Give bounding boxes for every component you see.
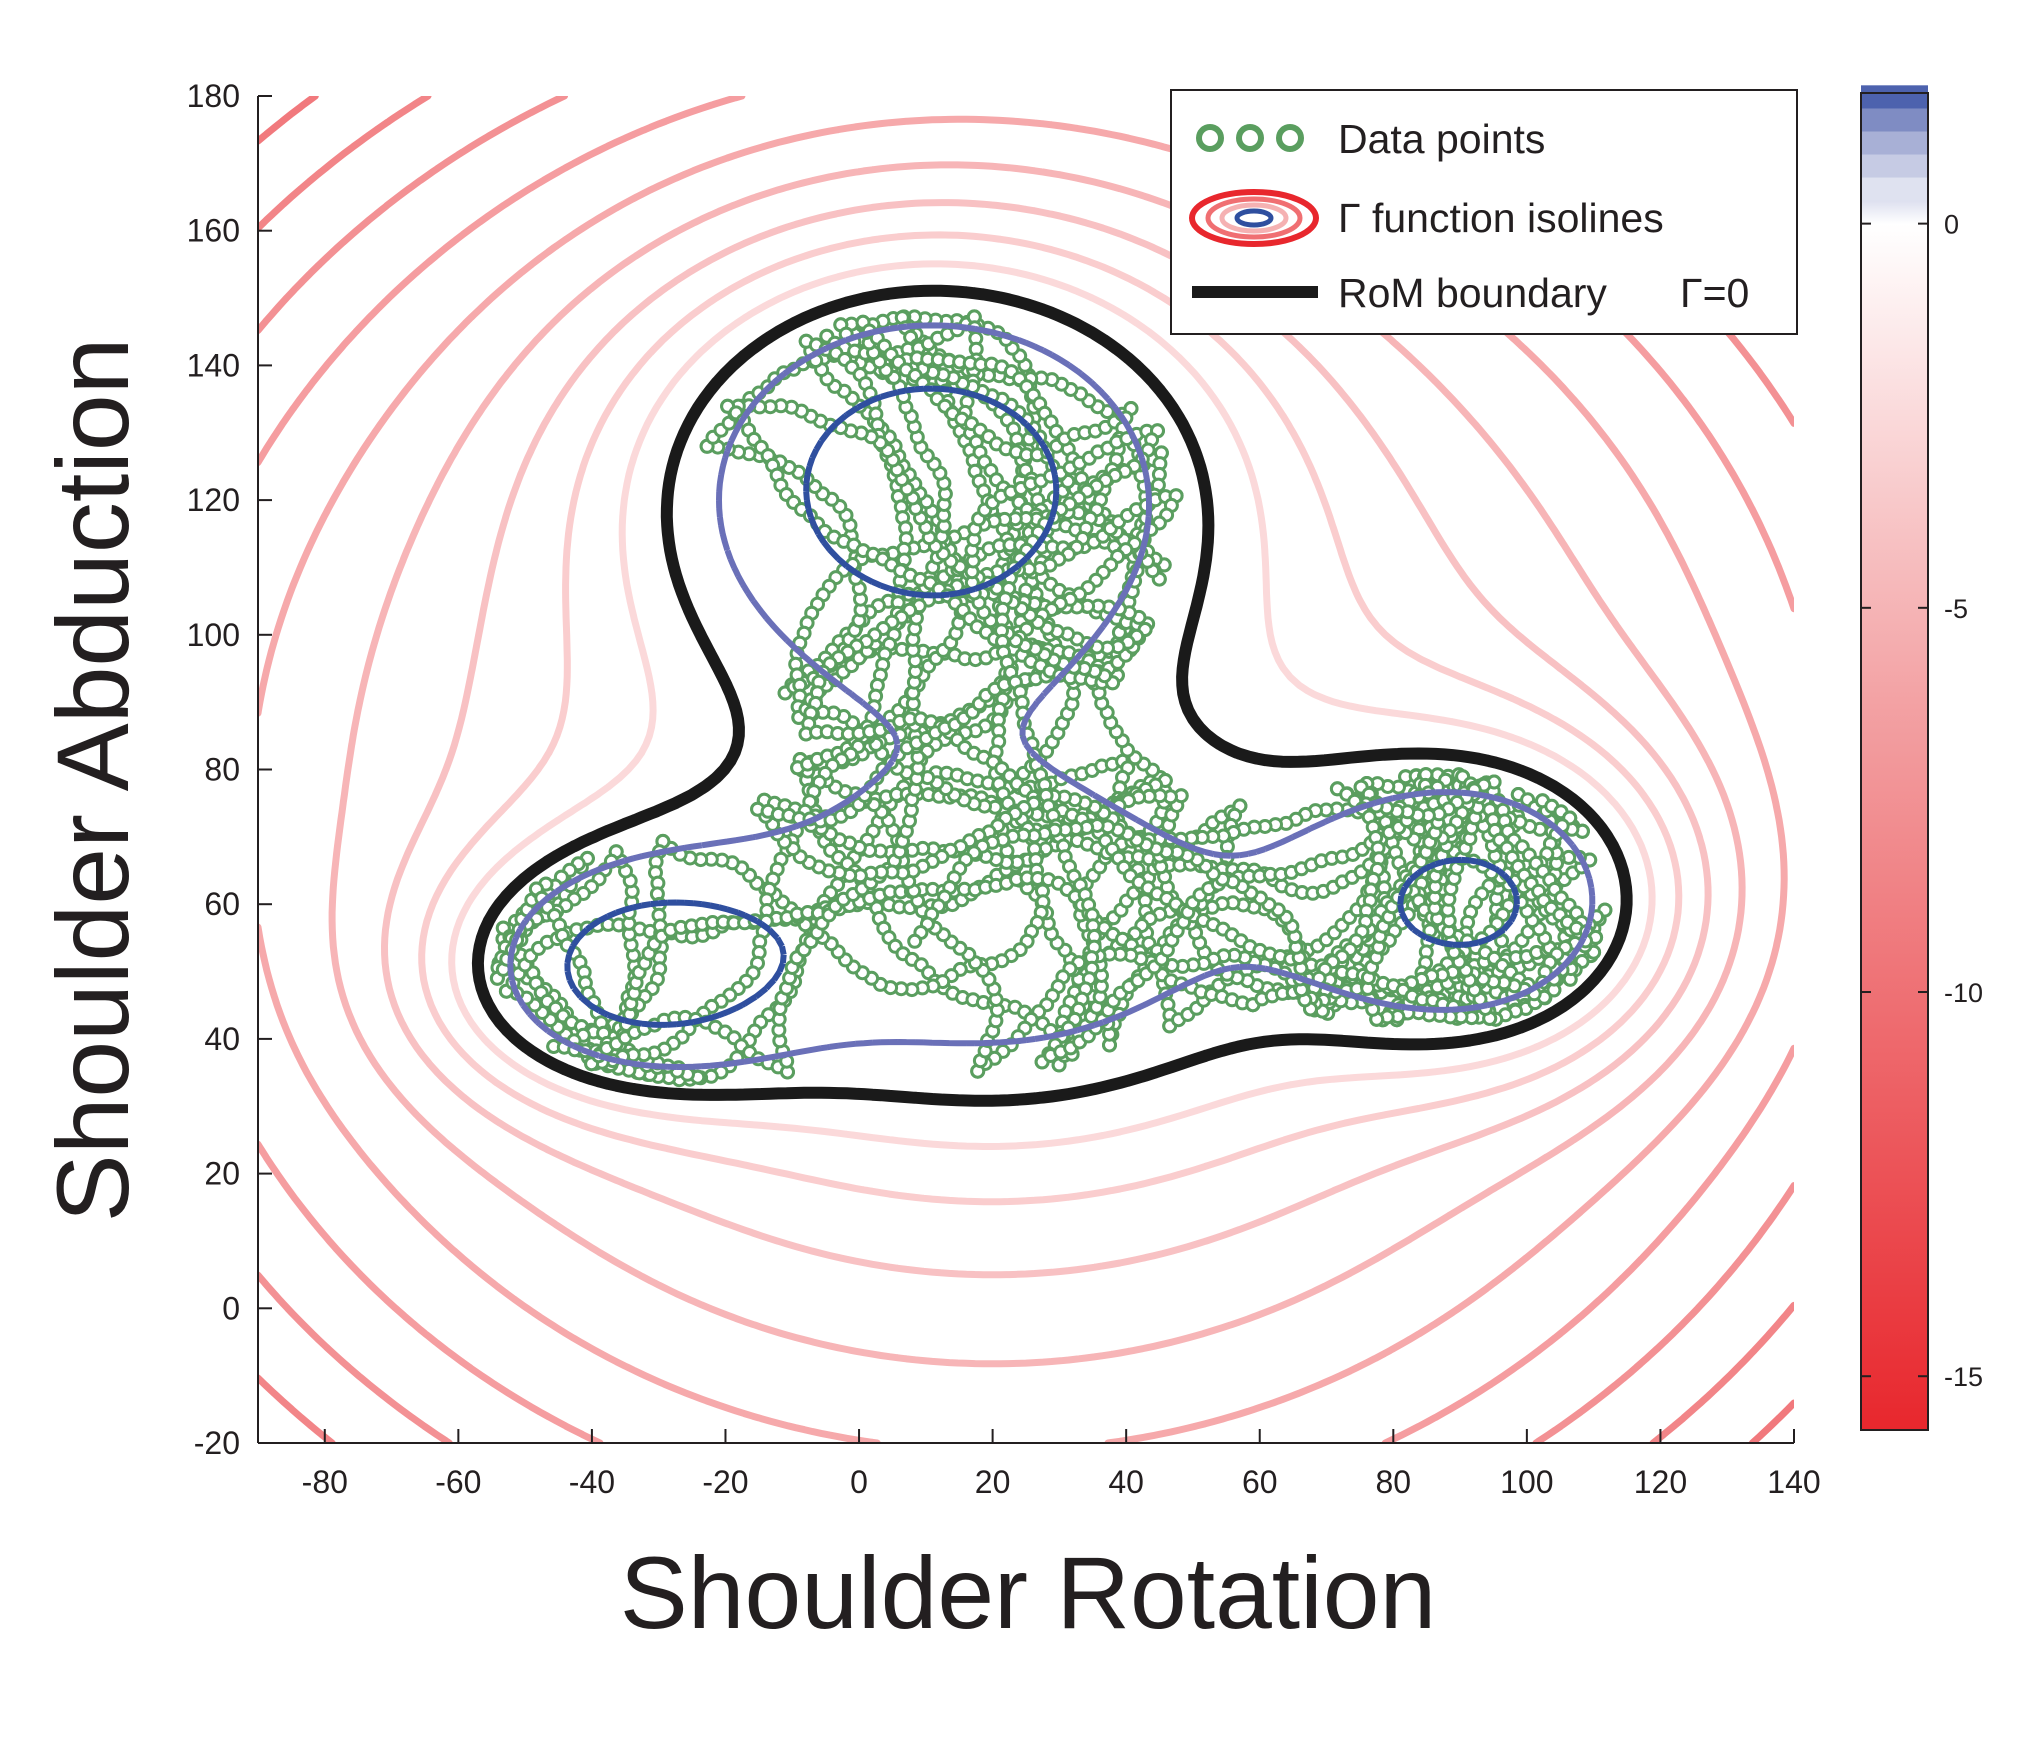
colorbar-bands: [1861, 85, 1928, 201]
y-axis-title: Shoulder Abduction: [36, 338, 150, 1223]
x-axis-title: Shoulder Rotation: [620, 1536, 1437, 1650]
isoline-negative: [418, 231, 1683, 1206]
colorbar-tick-label: -5: [1944, 594, 1968, 624]
colorbar-band: [1861, 131, 1928, 155]
colorbar-band: [1861, 85, 1928, 109]
colorbar-tick-label: 0: [1944, 210, 1959, 240]
y-tick-label: 40: [204, 1021, 240, 1057]
data-points: [489, 309, 1613, 1088]
y-tick-label: 60: [204, 886, 240, 922]
colorbar: 0 -5 -10 -15: [1860, 85, 1983, 1431]
x-tick-label: 140: [1767, 1464, 1820, 1500]
y-axis-ticks: -20 0 20 40 60 80 100 120 140 160 180: [187, 78, 272, 1461]
colorbar-band: [1861, 177, 1928, 201]
x-tick-label: 100: [1500, 1464, 1553, 1500]
x-tick-label: 60: [1242, 1464, 1278, 1500]
y-tick-label: 80: [204, 752, 240, 788]
x-axis-ticks: -80 -60 -40 -20 0 20 40 60 80 100 120 140: [302, 1429, 1821, 1500]
x-tick-label: 40: [1108, 1464, 1144, 1500]
isoline-negative: [258, 115, 1788, 1443]
colorbar-fill: [1861, 93, 1928, 1430]
y-tick-label: 0: [222, 1290, 240, 1326]
y-tick-label: -20: [194, 1425, 240, 1461]
legend-label-isolines: Γ function isolines: [1338, 195, 1664, 241]
legend-label-data-points: Data points: [1338, 116, 1545, 162]
colorbar-tick-label: -10: [1944, 978, 1983, 1008]
x-tick-label: -40: [569, 1464, 615, 1500]
y-tick-label: 140: [187, 347, 240, 383]
y-tick-label: 180: [187, 78, 240, 114]
x-tick-label: 20: [975, 1464, 1011, 1500]
colorbar-band: [1861, 154, 1928, 178]
x-tick-label: 120: [1634, 1464, 1687, 1500]
x-tick-label: -20: [702, 1464, 748, 1500]
y-tick-label: 120: [187, 482, 240, 518]
legend-label-boundary: RoM boundary: [1338, 270, 1607, 316]
colorbar-tick-label: -15: [1944, 1362, 1983, 1392]
x-tick-label: -60: [435, 1464, 481, 1500]
y-tick-label: 100: [187, 617, 240, 653]
x-tick-label: -80: [302, 1464, 348, 1500]
y-tick-label: 20: [204, 1156, 240, 1192]
y-tick-label: 160: [187, 213, 240, 249]
data-point: [907, 933, 923, 949]
isoline-negative: [381, 199, 1712, 1279]
colorbar-band: [1861, 108, 1928, 132]
legend-label-boundary-gamma: Γ=0: [1680, 270, 1749, 316]
isoline-negative: [448, 260, 1656, 1150]
legend: Data points Γ function isolines RoM boun…: [1170, 89, 1798, 335]
x-tick-label: 0: [850, 1464, 868, 1500]
x-tick-label: 80: [1376, 1464, 1412, 1500]
